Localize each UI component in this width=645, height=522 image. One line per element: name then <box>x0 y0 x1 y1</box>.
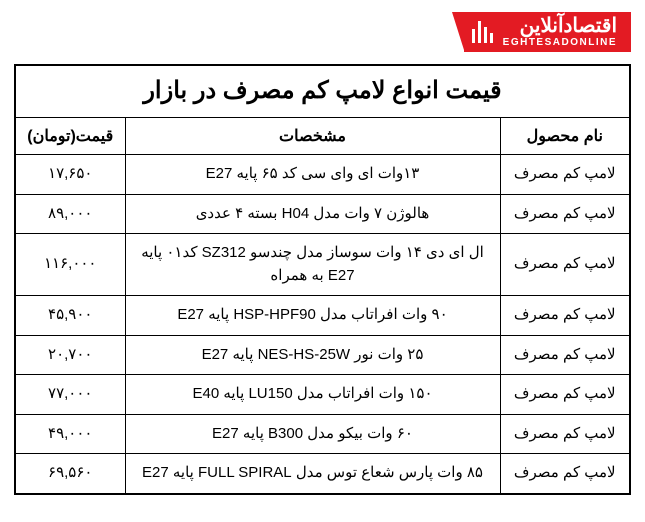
table-row: لامپ کم مصرف ۹۰ وات افراتاب مدل HSP-HPF9… <box>15 296 630 336</box>
cell-name: لامپ کم مصرف <box>500 375 630 415</box>
brand-logo-text: اقتصادآنلاین EGHTESADONLINE <box>503 16 617 48</box>
cell-price: ۷۷,۰۰۰ <box>15 375 125 415</box>
col-header-name: نام محصول <box>500 118 630 155</box>
brand-logo-bars-icon <box>472 21 493 43</box>
table-row: لامپ کم مصرف ۲۵ وات نور NES-HS-25W پایه … <box>15 335 630 375</box>
cell-price: ۴۹,۰۰۰ <box>15 414 125 454</box>
cell-price: ۴۵,۹۰۰ <box>15 296 125 336</box>
cell-price: ۱۱۶,۰۰۰ <box>15 234 125 296</box>
table-title: قیمت انواع لامپ کم مصرف در بازار <box>15 65 630 118</box>
table-body: لامپ کم مصرف ۱۳وات ای وای سی کد ۶۵ پایه … <box>15 155 630 494</box>
table-row: لامپ کم مصرف ۶۰ وات بیکو مدل B300 پایه E… <box>15 414 630 454</box>
cell-name: لامپ کم مصرف <box>500 155 630 195</box>
cell-name: لامپ کم مصرف <box>500 454 630 494</box>
cell-name: لامپ کم مصرف <box>500 296 630 336</box>
cell-name: لامپ کم مصرف <box>500 414 630 454</box>
cell-spec: ۱۵۰ وات افراتاب مدل LU150 پایه E40 <box>125 375 500 415</box>
cell-spec: ۲۵ وات نور NES-HS-25W پایه E27 <box>125 335 500 375</box>
cell-spec: ۸۵ وات پارس شعاع توس مدل FULL SPIRAL پای… <box>125 454 500 494</box>
col-header-spec: مشخصات <box>125 118 500 155</box>
table-row: لامپ کم مصرف ال ای دی ۱۴ وات سوساز مدل چ… <box>15 234 630 296</box>
table-row: لامپ کم مصرف ۱۳وات ای وای سی کد ۶۵ پایه … <box>15 155 630 195</box>
cell-price: ۸۹,۰۰۰ <box>15 194 125 234</box>
cell-spec: هالوژن ۷ وات مدل H04 بسته ۴ عددی <box>125 194 500 234</box>
brand-logo-fa: اقتصادآنلاین <box>503 16 617 36</box>
cell-price: ۲۰,۷۰۰ <box>15 335 125 375</box>
cell-spec: ۶۰ وات بیکو مدل B300 پایه E27 <box>125 414 500 454</box>
table-row: لامپ کم مصرف ۱۵۰ وات افراتاب مدل LU150 پ… <box>15 375 630 415</box>
col-header-price: قیمت(تومان) <box>15 118 125 155</box>
table-row: لامپ کم مصرف هالوژن ۷ وات مدل H04 بسته ۴… <box>15 194 630 234</box>
cell-spec: ال ای دی ۱۴ وات سوساز مدل چندسو SZ312 کد… <box>125 234 500 296</box>
price-table-container: قیمت انواع لامپ کم مصرف در بازار نام محص… <box>14 64 631 495</box>
brand-logo: اقتصادآنلاین EGHTESADONLINE <box>464 12 631 52</box>
cell-spec: ۹۰ وات افراتاب مدل HSP-HPF90 پایه E27 <box>125 296 500 336</box>
cell-price: ۱۷,۶۵۰ <box>15 155 125 195</box>
cell-name: لامپ کم مصرف <box>500 234 630 296</box>
price-table: قیمت انواع لامپ کم مصرف در بازار نام محص… <box>14 64 631 495</box>
cell-name: لامپ کم مصرف <box>500 194 630 234</box>
table-row: لامپ کم مصرف ۸۵ وات پارس شعاع توس مدل FU… <box>15 454 630 494</box>
cell-price: ۶۹,۵۶۰ <box>15 454 125 494</box>
brand-logo-en: EGHTESADONLINE <box>503 38 617 48</box>
cell-spec: ۱۳وات ای وای سی کد ۶۵ پایه E27 <box>125 155 500 195</box>
cell-name: لامپ کم مصرف <box>500 335 630 375</box>
